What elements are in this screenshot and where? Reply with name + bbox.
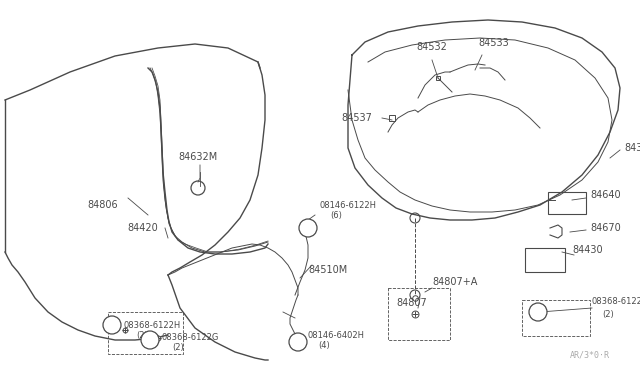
Bar bbox=[548, 192, 586, 214]
Circle shape bbox=[299, 219, 317, 237]
Text: (2): (2) bbox=[136, 331, 148, 340]
Text: 08146-6122H: 08146-6122H bbox=[320, 201, 377, 210]
Text: 84632M: 84632M bbox=[179, 152, 218, 162]
Text: 84640: 84640 bbox=[590, 190, 621, 200]
Circle shape bbox=[289, 333, 307, 351]
Text: 84532: 84532 bbox=[417, 42, 447, 52]
Text: (2): (2) bbox=[172, 343, 184, 352]
Text: 84806: 84806 bbox=[88, 200, 118, 210]
Text: S: S bbox=[535, 308, 541, 317]
Bar bbox=[388, 288, 450, 340]
Text: (4): (4) bbox=[318, 341, 330, 350]
Text: (2): (2) bbox=[602, 310, 614, 318]
Text: S: S bbox=[147, 336, 153, 344]
Text: 08368-6122G: 08368-6122G bbox=[592, 298, 640, 307]
Text: 08368-6122H: 08368-6122H bbox=[124, 321, 181, 330]
Text: 84510M: 84510M bbox=[308, 265, 348, 275]
Text: 08368-6122G: 08368-6122G bbox=[162, 333, 220, 342]
Text: 84420: 84420 bbox=[127, 223, 158, 233]
Text: 84670: 84670 bbox=[590, 223, 621, 233]
Text: 84430: 84430 bbox=[572, 245, 603, 255]
Text: 84533: 84533 bbox=[478, 38, 509, 48]
Circle shape bbox=[529, 303, 547, 321]
Circle shape bbox=[141, 331, 159, 349]
Text: B: B bbox=[295, 337, 301, 346]
Bar bbox=[522, 300, 590, 336]
Text: 84807+A: 84807+A bbox=[432, 277, 477, 287]
Text: 84807: 84807 bbox=[397, 298, 428, 308]
Text: 84300: 84300 bbox=[624, 143, 640, 153]
Text: (6): (6) bbox=[330, 211, 342, 220]
Text: S: S bbox=[109, 321, 115, 330]
Text: AR/3*0·R: AR/3*0·R bbox=[570, 351, 610, 360]
Text: 84537: 84537 bbox=[341, 113, 372, 123]
Text: B: B bbox=[305, 224, 311, 232]
Bar bbox=[108, 312, 183, 354]
Text: 08146-6402H: 08146-6402H bbox=[308, 331, 365, 340]
Circle shape bbox=[103, 316, 121, 334]
